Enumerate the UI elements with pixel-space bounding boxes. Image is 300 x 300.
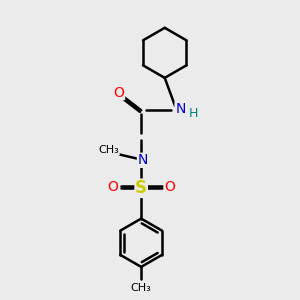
Text: O: O: [164, 180, 175, 194]
Text: CH₃: CH₃: [98, 145, 119, 155]
Text: O: O: [114, 85, 124, 100]
Text: N: N: [175, 102, 185, 116]
Text: N: N: [137, 153, 148, 167]
Text: CH₃: CH₃: [131, 283, 152, 292]
Text: S: S: [135, 179, 147, 197]
Text: H: H: [189, 107, 198, 120]
Text: O: O: [107, 180, 118, 194]
